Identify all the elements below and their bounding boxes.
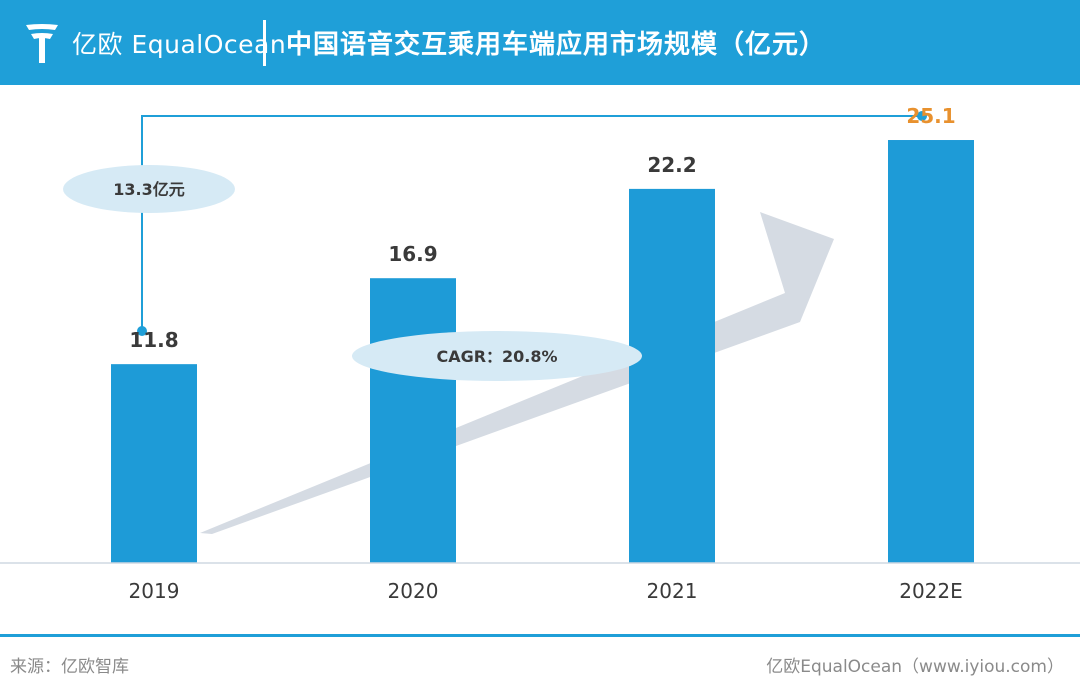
- bar-2021: [629, 188, 715, 563]
- value-label-2020: 16.9: [388, 242, 437, 266]
- site-credit: 亿欧EqualOcean（www.iyiou.com）: [766, 657, 1064, 677]
- bars-layer: [111, 140, 974, 563]
- x-tick-label-2022E: 2022E: [899, 579, 963, 603]
- bar-2020: [370, 278, 456, 563]
- increase-bracket: [141, 115, 922, 331]
- bar-chart: 13.3亿元 CAGR：20.8% 11.816.922.225.1 2019 2…: [0, 104, 1080, 603]
- source-note: 来源：亿欧智库: [10, 657, 129, 677]
- x-tick-label-2019: 2019: [129, 579, 180, 603]
- equalocean-logo-icon: [26, 24, 58, 63]
- value-label-2022E: 25.1: [906, 104, 955, 128]
- increase-label: 13.3亿元: [113, 180, 184, 199]
- footer-divider: [0, 634, 1080, 637]
- x-tick-label-2021: 2021: [647, 579, 698, 603]
- value-label-2021: 22.2: [647, 153, 696, 177]
- chart-title: 中国语音交互乘用车端应用市场规模（亿元）: [286, 30, 827, 60]
- x-tick-label-2020: 2020: [388, 579, 439, 603]
- value-labels-layer: 11.8 16.9 22.2 25.1: [129, 104, 955, 352]
- bar-2022E: [888, 140, 974, 563]
- x-tick-labels: 2019 2020 2021 2022E: [129, 579, 963, 603]
- increase-bubble: 13.3亿元: [63, 165, 235, 213]
- cagr-bubble: CAGR：20.8%: [352, 331, 642, 381]
- bar-2019: [111, 364, 197, 563]
- bracket-end-dot: [917, 111, 927, 121]
- brand-name: 亿欧 EqualOcean: [72, 30, 287, 59]
- brand-logo: 亿欧 EqualOcean: [22, 20, 286, 66]
- growth-arrow: [200, 212, 834, 534]
- value-label-2019: 11.8: [129, 328, 178, 352]
- cagr-label: CAGR：20.8%: [436, 347, 557, 366]
- bracket-start-dot: [137, 326, 147, 336]
- header-bar: 亿欧 EqualOcean 中国语音交互乘用车端应用市场规模（亿元）: [0, 0, 1080, 85]
- header-divider: [263, 20, 266, 66]
